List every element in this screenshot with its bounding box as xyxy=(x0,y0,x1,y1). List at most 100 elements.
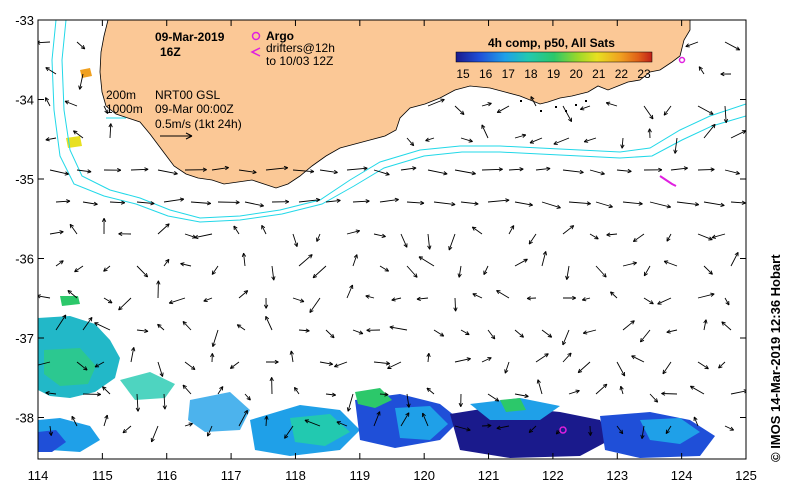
current-arrow xyxy=(606,232,618,237)
colorbar-tick-label: 17 xyxy=(502,67,516,81)
current-arrow xyxy=(76,361,88,371)
lon-tick-label: 123 xyxy=(606,468,628,483)
drifter-legend-icon xyxy=(250,47,261,57)
colorbar-tick-label: 19 xyxy=(547,67,561,81)
current-arrow xyxy=(663,105,672,116)
current-arrow xyxy=(400,166,417,171)
argo-markers xyxy=(559,56,686,434)
current-arrow xyxy=(180,262,192,267)
current-arrow xyxy=(38,294,51,299)
current-arrow xyxy=(481,357,492,363)
drifters-line2: to 10/03 12Z xyxy=(266,54,333,68)
current-arrow xyxy=(45,391,57,396)
current-arrow xyxy=(373,361,391,366)
current-vectors xyxy=(38,40,746,443)
current-arrow xyxy=(82,201,98,206)
current-arrow xyxy=(55,260,64,267)
current-arrow xyxy=(730,130,746,139)
current-arrow xyxy=(298,254,313,267)
current-arrow xyxy=(622,201,643,206)
current-arrow xyxy=(217,200,240,205)
current-arrow xyxy=(102,386,111,395)
current-arrow xyxy=(162,393,167,410)
current-arrow xyxy=(319,361,334,366)
current-arrow xyxy=(665,425,672,435)
current-arrow xyxy=(238,169,257,175)
current-arrow xyxy=(211,165,229,171)
current-arrow xyxy=(676,201,699,207)
current-arrow xyxy=(264,415,269,427)
current-arrow xyxy=(643,265,651,277)
current-arrow xyxy=(730,251,739,267)
current-arrow xyxy=(168,297,186,305)
current-arrow xyxy=(662,361,672,375)
current-arrow xyxy=(136,328,149,334)
argo-label: Argo xyxy=(266,29,294,43)
current-arrow xyxy=(406,393,411,408)
current-arrow xyxy=(693,416,699,427)
current-arrow xyxy=(487,393,500,402)
current-arrow xyxy=(487,329,496,340)
current-arrow xyxy=(647,128,652,139)
current-arrow xyxy=(309,297,321,313)
current-arrow xyxy=(433,329,445,337)
current-arrow xyxy=(610,291,618,299)
current-arrow xyxy=(118,231,132,237)
current-arrow xyxy=(265,315,273,331)
current-arrow xyxy=(130,167,149,172)
current-arrow xyxy=(703,265,713,275)
lon-tick-label: 114 xyxy=(28,468,49,483)
current-arrow xyxy=(453,297,458,312)
current-arrow xyxy=(643,167,663,172)
lon-tick-label: 115 xyxy=(92,468,113,483)
current-arrow xyxy=(720,71,732,77)
current-arrow xyxy=(730,200,746,205)
current-arrow xyxy=(711,233,726,239)
current-arrow xyxy=(472,293,483,299)
current-arrow xyxy=(163,197,185,203)
current-arrow xyxy=(616,361,626,377)
current-arrow xyxy=(595,201,613,209)
current-arrow xyxy=(271,199,290,204)
current-arrow xyxy=(581,297,591,302)
current-arrow xyxy=(217,386,224,395)
current-arrow xyxy=(460,201,479,206)
current-valid-time: 09-Mar 00:00Z xyxy=(155,102,234,116)
current-arrow xyxy=(723,105,729,124)
current-arrow xyxy=(406,265,418,278)
current-arrow xyxy=(157,223,170,235)
current-arrow xyxy=(425,137,435,142)
current-arrow xyxy=(244,201,264,208)
current-arrow xyxy=(203,297,213,302)
current-arrow xyxy=(319,169,338,175)
current-arrow xyxy=(304,419,321,427)
current-arrow xyxy=(685,41,699,48)
current-arrow xyxy=(721,321,732,331)
current-arrow xyxy=(182,384,192,395)
current-arrow xyxy=(483,265,489,276)
current-arrow xyxy=(416,296,429,301)
current-arrow xyxy=(122,425,132,434)
current-arrow xyxy=(366,328,381,333)
current-arrow xyxy=(582,329,597,335)
isobath-200m-label: 200m xyxy=(106,88,136,102)
current-arrow xyxy=(698,66,705,75)
lat-tick-label: -33 xyxy=(15,13,34,28)
current-arrow xyxy=(454,105,465,115)
current-arrow xyxy=(103,265,111,272)
current-scale: 0.5m/s (1kt 24h) xyxy=(155,117,242,131)
current-arrow xyxy=(460,329,470,336)
current-arrow xyxy=(689,385,705,395)
current-arrow xyxy=(379,265,390,272)
current-arrow xyxy=(157,323,165,331)
lon-tick-label: 118 xyxy=(285,468,306,483)
current-arrow xyxy=(562,295,577,301)
current-arrow xyxy=(632,233,645,243)
current-arrow xyxy=(261,224,267,235)
colorbar-tick-label: 22 xyxy=(615,67,629,81)
current-arrow xyxy=(460,137,473,143)
current-arrow xyxy=(426,387,435,395)
current-arrow xyxy=(562,105,573,123)
current-arrow xyxy=(697,292,715,299)
current-arrow xyxy=(421,412,429,427)
